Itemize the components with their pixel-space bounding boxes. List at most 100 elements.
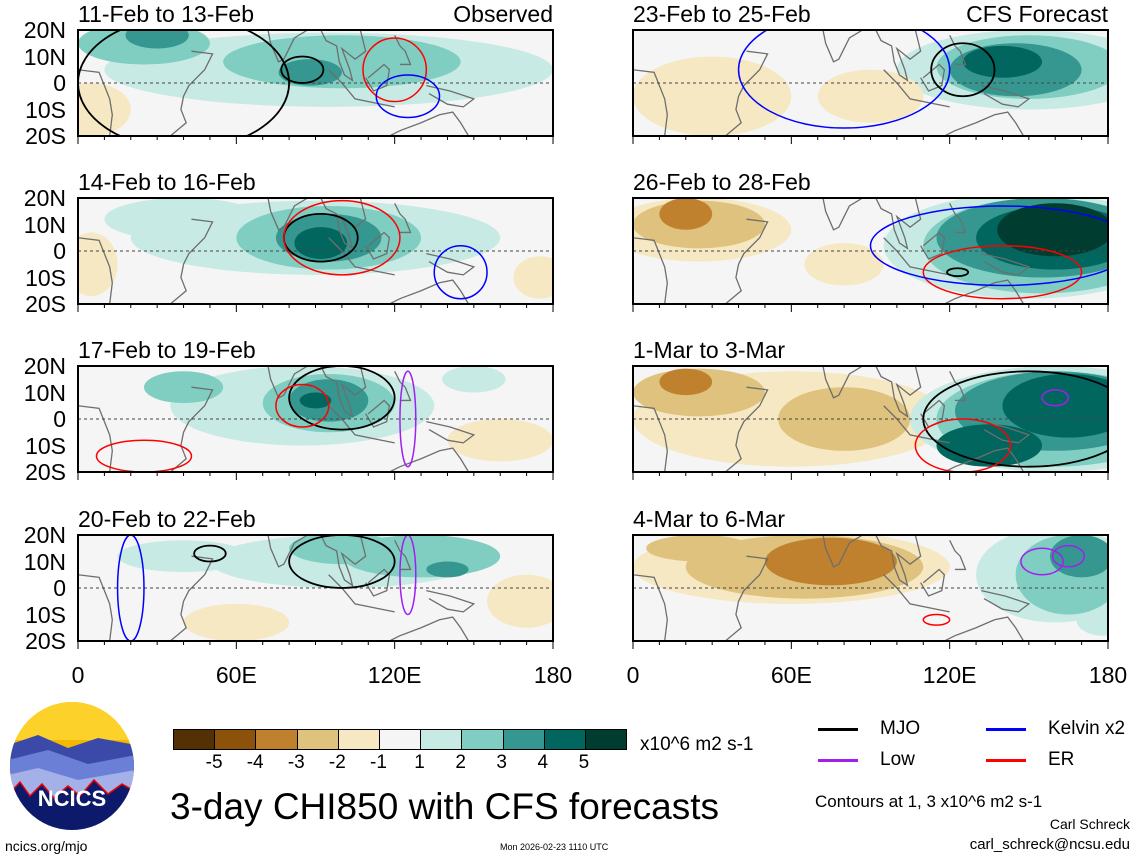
coastline xyxy=(387,616,470,641)
anomaly-shading xyxy=(1002,373,1108,438)
anomaly-shading xyxy=(487,574,553,628)
coastline xyxy=(365,568,391,597)
coastline xyxy=(822,366,863,399)
coastline xyxy=(328,405,395,444)
coastline xyxy=(78,574,113,641)
contour-er xyxy=(922,244,1083,300)
panel-title: 11-Feb to 13-Feb xyxy=(78,1,255,27)
coastline xyxy=(328,237,395,276)
coastline xyxy=(822,30,863,63)
map-panel xyxy=(632,534,1109,649)
coastline xyxy=(724,386,769,472)
anomaly-shading xyxy=(447,419,553,462)
coastline xyxy=(78,405,113,472)
coastline xyxy=(633,405,668,472)
coastline xyxy=(320,366,367,418)
anomaly-shading xyxy=(659,368,713,396)
lon-label: 60E xyxy=(770,662,812,688)
contour-mjo xyxy=(946,267,970,278)
coastline xyxy=(942,616,1025,641)
logo-text: NCICS xyxy=(38,786,106,811)
colorbar-swatch xyxy=(503,730,545,749)
panel-title: 14-Feb to 16-Feb xyxy=(78,169,256,195)
colorbar-swatch xyxy=(256,730,298,749)
colorbar-swatch xyxy=(338,730,380,749)
colorbar-swatch xyxy=(174,730,216,749)
contour-er xyxy=(283,199,401,276)
anomaly-shading xyxy=(289,535,395,565)
anomaly-shading xyxy=(513,256,553,299)
coastline xyxy=(426,421,476,444)
colorbar-swatch xyxy=(297,730,339,749)
coastline xyxy=(920,231,946,260)
colorbar-swatch xyxy=(544,730,586,749)
lat-label: 10S xyxy=(25,264,66,291)
contour-mjo xyxy=(288,535,396,589)
legend-label: Low xyxy=(880,749,915,770)
anomaly-shading xyxy=(962,45,1043,78)
site-url[interactable]: ncics.org/mjo xyxy=(5,838,88,854)
panel-title: 4-Mar to 6-Mar xyxy=(633,506,786,532)
colorbar-label: 5 xyxy=(578,752,590,773)
contour-low xyxy=(1041,389,1070,407)
colorbar-label: -4 xyxy=(246,752,264,773)
anomaly-shading xyxy=(125,30,189,49)
lat-label: 10N xyxy=(23,379,66,406)
anomaly-shading xyxy=(143,371,224,404)
lat-label: 20S xyxy=(25,291,66,317)
map-panel xyxy=(77,197,554,312)
lat-label: 10S xyxy=(25,601,66,628)
map-panel xyxy=(632,197,1109,312)
lat-label: 10N xyxy=(23,211,66,238)
coastline xyxy=(633,574,668,641)
contour-mjo xyxy=(288,366,396,431)
coastline xyxy=(78,69,113,136)
coastline xyxy=(387,111,470,136)
lat-label: 10S xyxy=(25,96,66,123)
anomaly-shading xyxy=(426,561,469,578)
lat-label: 10S xyxy=(25,432,66,459)
legend-label: MJO xyxy=(880,718,921,739)
colorbar-label: -2 xyxy=(328,752,346,773)
contour-kelvin xyxy=(737,30,951,129)
author: Carl Schreck xyxy=(1049,816,1130,832)
colorbar-label: 1 xyxy=(414,752,425,773)
coastline xyxy=(267,198,308,231)
coastline xyxy=(875,366,922,418)
anomaly-shading xyxy=(659,198,713,230)
coastline xyxy=(883,237,950,276)
contour-kelvin xyxy=(375,74,441,119)
coastline xyxy=(724,218,769,304)
coastline xyxy=(920,568,946,597)
coastline xyxy=(78,237,113,304)
coastline xyxy=(883,69,950,108)
coastline xyxy=(883,405,950,444)
panel-title: 1-Mar to 3-Mar xyxy=(633,337,786,363)
colorbar-label: 2 xyxy=(455,752,466,773)
coastline xyxy=(320,535,367,587)
legend-line-er xyxy=(986,759,1026,762)
coastline xyxy=(365,63,391,92)
legend-label: Kelvin x2 xyxy=(1048,718,1126,739)
coastline xyxy=(633,237,668,304)
coastline xyxy=(365,231,391,260)
contour-mjo xyxy=(280,55,325,84)
coastline xyxy=(267,366,308,399)
coastline xyxy=(942,279,1025,304)
contour-kelvin xyxy=(116,535,145,641)
ncics-logo: NCICS xyxy=(10,702,134,830)
contour-er xyxy=(922,613,951,626)
colorbar-swatch xyxy=(462,730,504,749)
panel-title: 26-Feb to 28-Feb xyxy=(633,169,811,195)
map-panel xyxy=(632,29,1109,144)
contour-low xyxy=(399,370,417,468)
lat-label: 10N xyxy=(23,548,66,575)
coastline xyxy=(387,447,470,472)
coastline xyxy=(426,85,476,108)
contour-mjo xyxy=(930,42,996,98)
contour-er xyxy=(275,383,330,428)
contour-low xyxy=(399,535,417,616)
contour-low xyxy=(1020,547,1064,576)
coastline xyxy=(875,198,922,250)
coastline xyxy=(169,218,214,304)
